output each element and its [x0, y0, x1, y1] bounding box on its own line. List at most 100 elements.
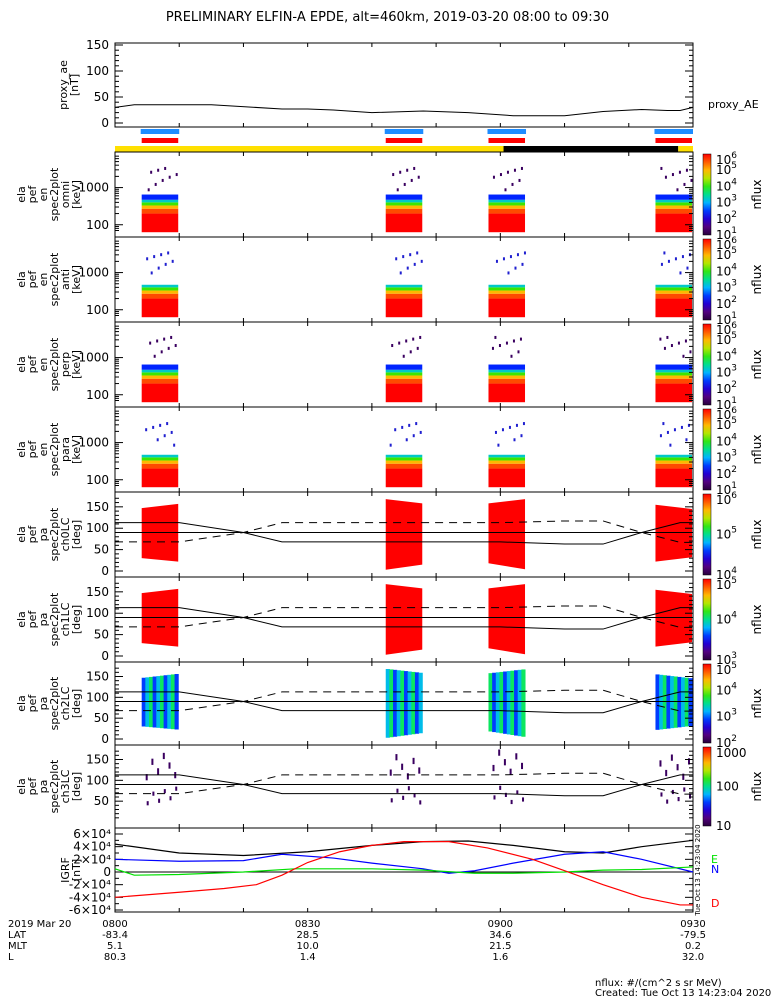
spectrogram-cell [520, 434, 523, 438]
pa-spectrogram-cell [499, 785, 502, 790]
pa-spectrogram-cell [510, 670, 515, 735]
spectrogram-cell [385, 194, 423, 200]
y-tick-label: 1000 [78, 181, 109, 195]
colorbar-tick-label: 104 [716, 177, 737, 193]
en_perp-ylabel: pef [26, 355, 39, 374]
pa-spectrogram-cell [676, 764, 679, 771]
spectrogram-cell [515, 423, 518, 427]
spectrogram-cell [141, 457, 179, 461]
spectrogram-cell [170, 335, 173, 339]
footer-value: 0830 [294, 919, 321, 930]
pa-spectrogram-cell [521, 762, 524, 770]
spectrogram-cell [674, 257, 677, 261]
spectrogram-cell [167, 251, 170, 255]
en_omni-ylabel: omni [59, 181, 72, 208]
spectrogram-cell [173, 443, 176, 447]
pa-spectrogram-cell [168, 762, 171, 769]
igrf-legend-n: N [711, 863, 719, 876]
spectrogram-cell [508, 425, 511, 429]
pa-spectrogram-cell [677, 797, 680, 802]
pa_ch1-ylabel: spec2plot [48, 592, 61, 646]
colorbar-label: nflux [750, 435, 764, 465]
spectrogram-cell [655, 457, 692, 461]
pa-spectrogram-cell [152, 791, 155, 796]
sunlight-bar-sunlit [115, 146, 504, 152]
footer-value: 34.6 [489, 930, 512, 941]
spectrogram-cell [385, 293, 423, 299]
spectrogram-cell [160, 253, 163, 257]
colorbar [702, 238, 712, 321]
colorbar-tick-label: 105 [716, 161, 737, 177]
spectrogram-cell [655, 205, 692, 209]
pa-spectrogram-cell [670, 754, 673, 761]
en_omni-ylabel: ela [15, 186, 28, 203]
pa_ch3-panel-frame [114, 744, 694, 829]
spectrogram-cell [174, 344, 177, 348]
y-tick-label: 0 [101, 649, 109, 663]
pa-spectrogram-cell [402, 795, 405, 800]
spectrogram-cell [507, 271, 510, 275]
pa-spectrogram-cell [418, 767, 421, 774]
spectrogram-cell [663, 251, 666, 255]
spectrogram-cell [402, 354, 405, 358]
spectrogram-cell [157, 266, 160, 270]
spectrogram-cell [401, 425, 404, 429]
colorbar-tick-label: 105 [716, 331, 737, 347]
colorbar-label: nflux [750, 520, 764, 550]
spectrogram-cell [660, 166, 663, 170]
spectrogram-cell [499, 173, 502, 177]
y-tick-label: 50 [94, 543, 109, 557]
y-tick-label: 150 [86, 585, 109, 599]
spectrogram-cell [488, 372, 526, 376]
pa_ch2-ylabel: spec2plot [48, 676, 61, 730]
spectrogram-cell [678, 170, 681, 174]
igrf-ylabel: IGRF [59, 857, 72, 883]
spectrogram-cell [385, 369, 423, 373]
units-note: nflux: #/(cm^2 s sr MeV) [595, 978, 722, 989]
colorbar [702, 323, 712, 406]
colorbar-tick-label: 106 [716, 406, 737, 422]
footer-value: 1.6 [492, 952, 509, 963]
pa_ch0-ylabel: ch0LC [59, 517, 72, 551]
y-tick-label: 100 [86, 521, 109, 535]
pa-spectrogram-cell [389, 669, 394, 738]
spectrogram-cell [497, 443, 500, 447]
spectrogram-cell [389, 443, 392, 447]
colorbar [702, 408, 712, 491]
pa-spectrogram-cell [510, 799, 513, 805]
colorbar-tick-label: 103 [716, 708, 737, 724]
pa-spectrogram-cell [146, 801, 149, 806]
pa_ch1-ylabel: pef [26, 610, 39, 629]
spectrogram-cell [655, 202, 692, 206]
spectrogram-cell [655, 463, 692, 469]
footer-value: 0930 [680, 919, 706, 930]
spectrogram-cell [409, 350, 412, 354]
pa-spectrogram-cell [412, 757, 415, 765]
pa-spectrogram-cell [393, 669, 398, 737]
spectrogram-cell [396, 188, 399, 192]
pa_ch3-ylabel: [deg] [70, 772, 83, 801]
spectrogram-cell [402, 255, 405, 259]
pa-spectrogram-cell [684, 677, 689, 727]
spectrogram-cell [689, 350, 692, 354]
igrf-side-timestamp: Tue Oct 13 14:23:04 2020 [694, 824, 702, 916]
spectrogram-cell [655, 290, 692, 294]
spectrogram-cell [141, 383, 179, 403]
spectrogram-cell [399, 170, 402, 174]
spectrogram-cell [164, 166, 167, 170]
spectrogram-cell [145, 428, 148, 432]
spectrogram-cell [514, 266, 517, 270]
spectrogram-cell [494, 335, 497, 339]
spectrogram-cell [159, 423, 162, 427]
footer-value: 32.0 [681, 952, 705, 963]
y-tick-label: 1000 [78, 351, 109, 365]
igrf-legend-e: E [711, 853, 718, 866]
pa-spectrogram-cell [389, 769, 392, 776]
pa-spectrogram-cell [175, 786, 178, 791]
spectrogram-cell [655, 378, 692, 384]
pa-spectrogram-cell [688, 678, 693, 727]
spectrogram-cell [406, 168, 409, 172]
spectrogram-cell [141, 287, 179, 291]
pa_ch0-ylabel: [deg] [70, 520, 83, 549]
colorbar-tick-label: 104 [716, 566, 737, 582]
